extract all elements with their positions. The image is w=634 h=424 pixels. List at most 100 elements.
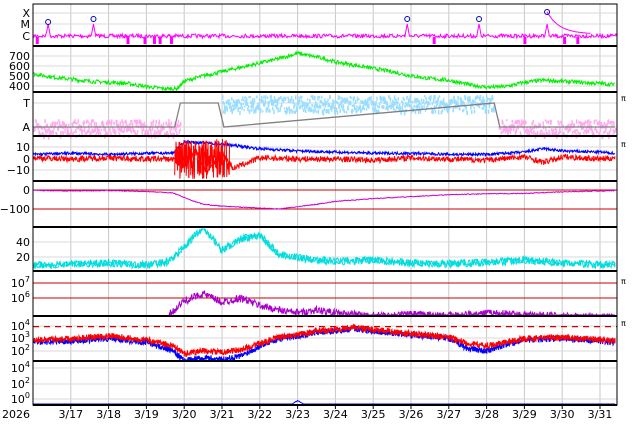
polarity-point — [363, 100, 365, 104]
polarity-point — [397, 101, 399, 104]
polarity-point — [411, 100, 414, 104]
polarity-point — [93, 121, 96, 127]
polarity-point — [252, 101, 255, 106]
polarity-point — [474, 97, 477, 101]
polarity-point — [370, 96, 372, 100]
polarity-point — [611, 124, 613, 128]
polarity-point — [421, 106, 424, 110]
polarity-point — [365, 101, 367, 106]
polarity-point — [424, 109, 427, 112]
polarity-boundary-line — [33, 102, 616, 128]
polarity-point — [603, 131, 605, 134]
polarity-point — [95, 122, 98, 127]
data-series — [32, 9, 618, 405]
polarity-point — [156, 127, 159, 131]
polarity-point — [594, 128, 596, 131]
polarity-point — [433, 95, 435, 100]
polarity-point — [527, 130, 530, 133]
polarity-point — [140, 122, 143, 127]
polarity-point — [442, 102, 444, 107]
polarity-point — [223, 105, 226, 111]
polarity-point — [117, 127, 119, 131]
polarity-point — [506, 119, 508, 122]
polarity-point — [568, 123, 570, 127]
polarity-point — [268, 100, 271, 104]
polarity-point — [46, 129, 48, 132]
polarity-point — [58, 121, 61, 126]
polarity-point — [341, 97, 343, 101]
polarity-point — [399, 106, 402, 111]
polarity-point — [254, 107, 257, 112]
polarity-point — [129, 127, 132, 132]
polarity-point — [225, 105, 227, 109]
polarity-point — [158, 119, 161, 125]
polarity-point — [571, 120, 573, 125]
polarity-point — [531, 131, 533, 135]
polarity-point — [225, 100, 228, 105]
polarity-point — [563, 132, 565, 136]
polarity-point — [263, 103, 266, 107]
polarity-point — [306, 102, 308, 108]
polarity-point — [551, 129, 554, 133]
polarity-point — [528, 131, 531, 136]
polarity-point — [253, 98, 256, 103]
polarity-point — [335, 109, 337, 113]
polarity-point — [357, 109, 359, 112]
polarity-point — [97, 132, 100, 138]
polarity-point — [346, 98, 349, 103]
polarity-point — [301, 104, 303, 109]
polarity-point — [127, 126, 130, 132]
polarity-point — [418, 100, 420, 106]
polarity-point — [542, 121, 544, 125]
polarity-point — [287, 96, 289, 99]
polarity-point — [309, 107, 312, 113]
polarity-point — [131, 122, 134, 127]
polarity-point — [161, 129, 163, 132]
polarity-point — [519, 131, 522, 135]
polarity-point — [598, 120, 601, 126]
polarity-point — [52, 121, 54, 125]
polarity-point — [251, 108, 253, 112]
polarity-point — [262, 99, 264, 104]
polarity-point — [453, 95, 455, 100]
polarity-point — [285, 107, 288, 112]
polarity-point — [405, 103, 408, 107]
polarity-point — [75, 128, 77, 134]
polarity-point — [523, 119, 526, 124]
polarity-point — [531, 126, 534, 131]
polarity-point — [443, 102, 445, 106]
polarity-point — [341, 99, 344, 104]
y-tick-label-electrons: 107 — [11, 275, 30, 290]
polarity-point — [476, 95, 478, 100]
polarity-point — [396, 104, 399, 109]
polarity-point — [307, 102, 309, 107]
polarity-point — [596, 130, 598, 133]
polarity-point — [358, 98, 360, 101]
polarity-point — [475, 96, 477, 99]
polarity-point — [244, 96, 246, 99]
xray-flare-decay — [546, 11, 591, 34]
polarity-point — [274, 98, 276, 103]
imf-bz-line — [32, 147, 616, 175]
polarity-point — [583, 131, 585, 135]
polarity-point — [309, 98, 311, 104]
polarity-point — [406, 95, 409, 98]
polarity-point — [613, 130, 616, 135]
polarity-point — [491, 95, 494, 101]
polarity-point — [250, 105, 253, 109]
polarity-point — [145, 125, 147, 128]
polarity-point — [103, 127, 105, 132]
polarity-point — [360, 109, 363, 112]
polarity-point — [269, 109, 271, 113]
polarity-point — [51, 130, 53, 133]
polarity-point — [486, 97, 489, 100]
polarity-point — [178, 129, 181, 134]
polarity-point — [323, 103, 325, 106]
polarity-point — [158, 121, 160, 127]
polarity-point — [43, 125, 46, 130]
x-tick-label: 3/27 — [436, 408, 461, 421]
polarity-point — [395, 105, 398, 110]
polarity-point — [139, 120, 141, 124]
polarity-point — [128, 123, 131, 129]
polarity-point — [115, 119, 118, 125]
